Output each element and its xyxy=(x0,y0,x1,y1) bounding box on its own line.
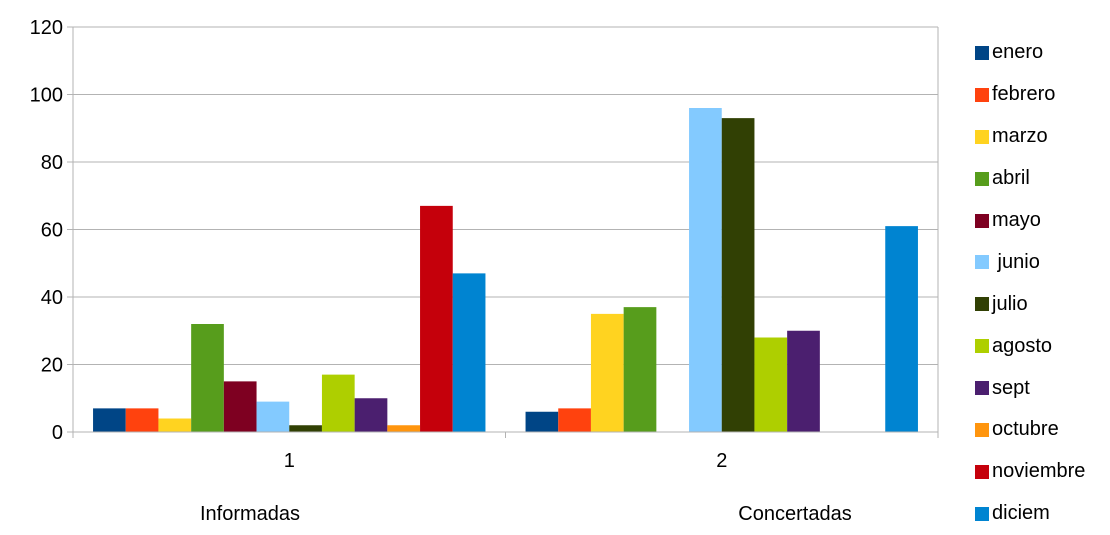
legend-label: octubre xyxy=(992,418,1059,441)
bar-sept-2 xyxy=(787,330,820,432)
legend-swatch xyxy=(975,213,989,228)
legend-item: julio xyxy=(975,283,1110,325)
bar-junio-2 xyxy=(689,108,722,432)
legend-item: diciem xyxy=(975,493,1110,535)
y-tick-label: 40 xyxy=(41,287,63,309)
legend-swatch xyxy=(975,506,989,521)
x-tick-label: 2 xyxy=(716,450,727,472)
legend-swatch xyxy=(975,87,989,102)
legend-label: diciem xyxy=(992,502,1050,525)
legend-item: noviembre xyxy=(975,451,1110,493)
bar-enero-2 xyxy=(525,411,559,432)
bar-mayo-1 xyxy=(223,381,257,432)
legend-label: abril xyxy=(992,167,1030,190)
x-tick-label: 1 xyxy=(284,450,295,472)
legend-swatch xyxy=(975,129,989,144)
bar-marzo-1 xyxy=(158,418,192,432)
legend-label: noviembre xyxy=(992,460,1086,483)
legend-item: enero xyxy=(975,32,1110,74)
legend-label: sept xyxy=(992,376,1030,399)
bar-octubre-1 xyxy=(387,425,421,432)
bar-enero-1 xyxy=(93,408,126,432)
legend-label: julio xyxy=(992,292,1028,315)
legend: enero febrero marzo abril mayo junio julio ago… xyxy=(975,32,1110,535)
y-tick-label: 20 xyxy=(41,355,63,377)
bar-diciem-1 xyxy=(452,273,486,432)
bar-abril-1 xyxy=(191,324,224,432)
group-caption-concertadas: Concertadas xyxy=(738,503,852,525)
legend-swatch xyxy=(975,339,989,354)
y-tick-label: 80 xyxy=(41,152,63,174)
bar-noviembre-1 xyxy=(420,205,453,432)
y-tick-label: 60 xyxy=(41,220,63,242)
legend-swatch xyxy=(975,422,989,437)
legend-label: febrero xyxy=(992,83,1056,106)
bar-agosto-1 xyxy=(321,374,355,432)
legend-swatch xyxy=(975,255,989,270)
legend-label: mayo xyxy=(992,209,1041,231)
legend-item: febrero xyxy=(975,74,1110,116)
y-tick-label: 120 xyxy=(30,17,63,39)
legend-swatch xyxy=(975,45,989,60)
legend-item: abril xyxy=(975,158,1110,200)
bar-febrero-2 xyxy=(558,408,591,432)
legend-swatch xyxy=(975,464,989,479)
legend-item: sept xyxy=(975,367,1110,409)
bar-abril-2 xyxy=(623,307,657,432)
y-tick-label: 100 xyxy=(30,85,63,107)
legend-label: marzo xyxy=(992,125,1048,148)
y-tick-label: 0 xyxy=(52,422,63,444)
legend-item: junio xyxy=(975,241,1110,283)
legend-label: junio xyxy=(992,250,1040,273)
bars xyxy=(93,108,918,432)
bar-diciem-2 xyxy=(885,226,918,432)
bar-agosto-2 xyxy=(754,337,788,432)
legend-item: octubre xyxy=(975,409,1110,451)
bar-chart: 0 20 40 60 80 100 120 1 2 xyxy=(30,17,939,472)
legend-item: marzo xyxy=(975,116,1110,158)
group-caption-informadas: Informadas xyxy=(199,503,301,525)
legend-label: agosto xyxy=(992,334,1053,357)
legend-label: enero xyxy=(992,41,1044,64)
legend-item: agosto xyxy=(975,325,1110,367)
legend-item: mayo xyxy=(975,200,1110,242)
bar-marzo-2 xyxy=(590,313,624,432)
legend-swatch xyxy=(975,297,989,312)
bar-junio-1 xyxy=(256,401,290,432)
legend-swatch xyxy=(975,171,989,186)
legend-swatch xyxy=(975,381,989,396)
bar-febrero-1 xyxy=(125,408,159,432)
bar-julio-2 xyxy=(721,118,755,432)
axes xyxy=(67,26,939,438)
axis-tick-labels: 0 20 40 60 80 100 120 1 2 xyxy=(30,17,728,472)
bar-sept-1 xyxy=(354,398,388,432)
bar-julio-1 xyxy=(289,425,322,432)
